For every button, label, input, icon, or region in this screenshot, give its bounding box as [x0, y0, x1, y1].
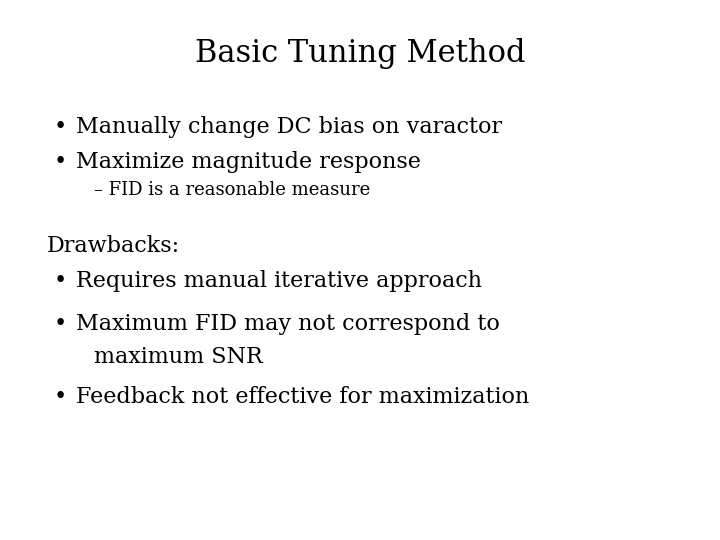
Text: •: • [54, 151, 67, 173]
Text: Requires manual iterative approach: Requires manual iterative approach [76, 270, 482, 292]
Text: maximum SNR: maximum SNR [94, 346, 262, 368]
Text: Drawbacks:: Drawbacks: [47, 235, 180, 257]
Text: Feedback not effective for maximization: Feedback not effective for maximization [76, 386, 529, 408]
Text: •: • [54, 116, 67, 138]
Text: •: • [54, 270, 67, 292]
Text: – FID is a reasonable measure: – FID is a reasonable measure [94, 181, 370, 199]
Text: Basic Tuning Method: Basic Tuning Method [194, 38, 526, 69]
Text: Maximum FID may not correspond to: Maximum FID may not correspond to [76, 313, 500, 335]
Text: Maximize magnitude response: Maximize magnitude response [76, 151, 420, 173]
Text: •: • [54, 313, 67, 335]
Text: Manually change DC bias on varactor: Manually change DC bias on varactor [76, 116, 502, 138]
Text: •: • [54, 386, 67, 408]
